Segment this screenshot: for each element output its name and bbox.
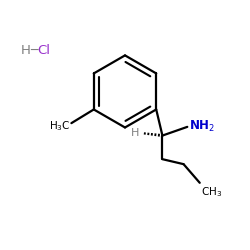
Text: ─: ─ — [30, 44, 38, 57]
Text: H$_3$C: H$_3$C — [48, 119, 70, 132]
Text: H: H — [131, 128, 139, 138]
Text: NH$_2$: NH$_2$ — [188, 118, 214, 134]
Text: Cl: Cl — [38, 44, 51, 57]
Text: CH$_3$: CH$_3$ — [201, 185, 222, 198]
Text: H: H — [20, 44, 30, 57]
